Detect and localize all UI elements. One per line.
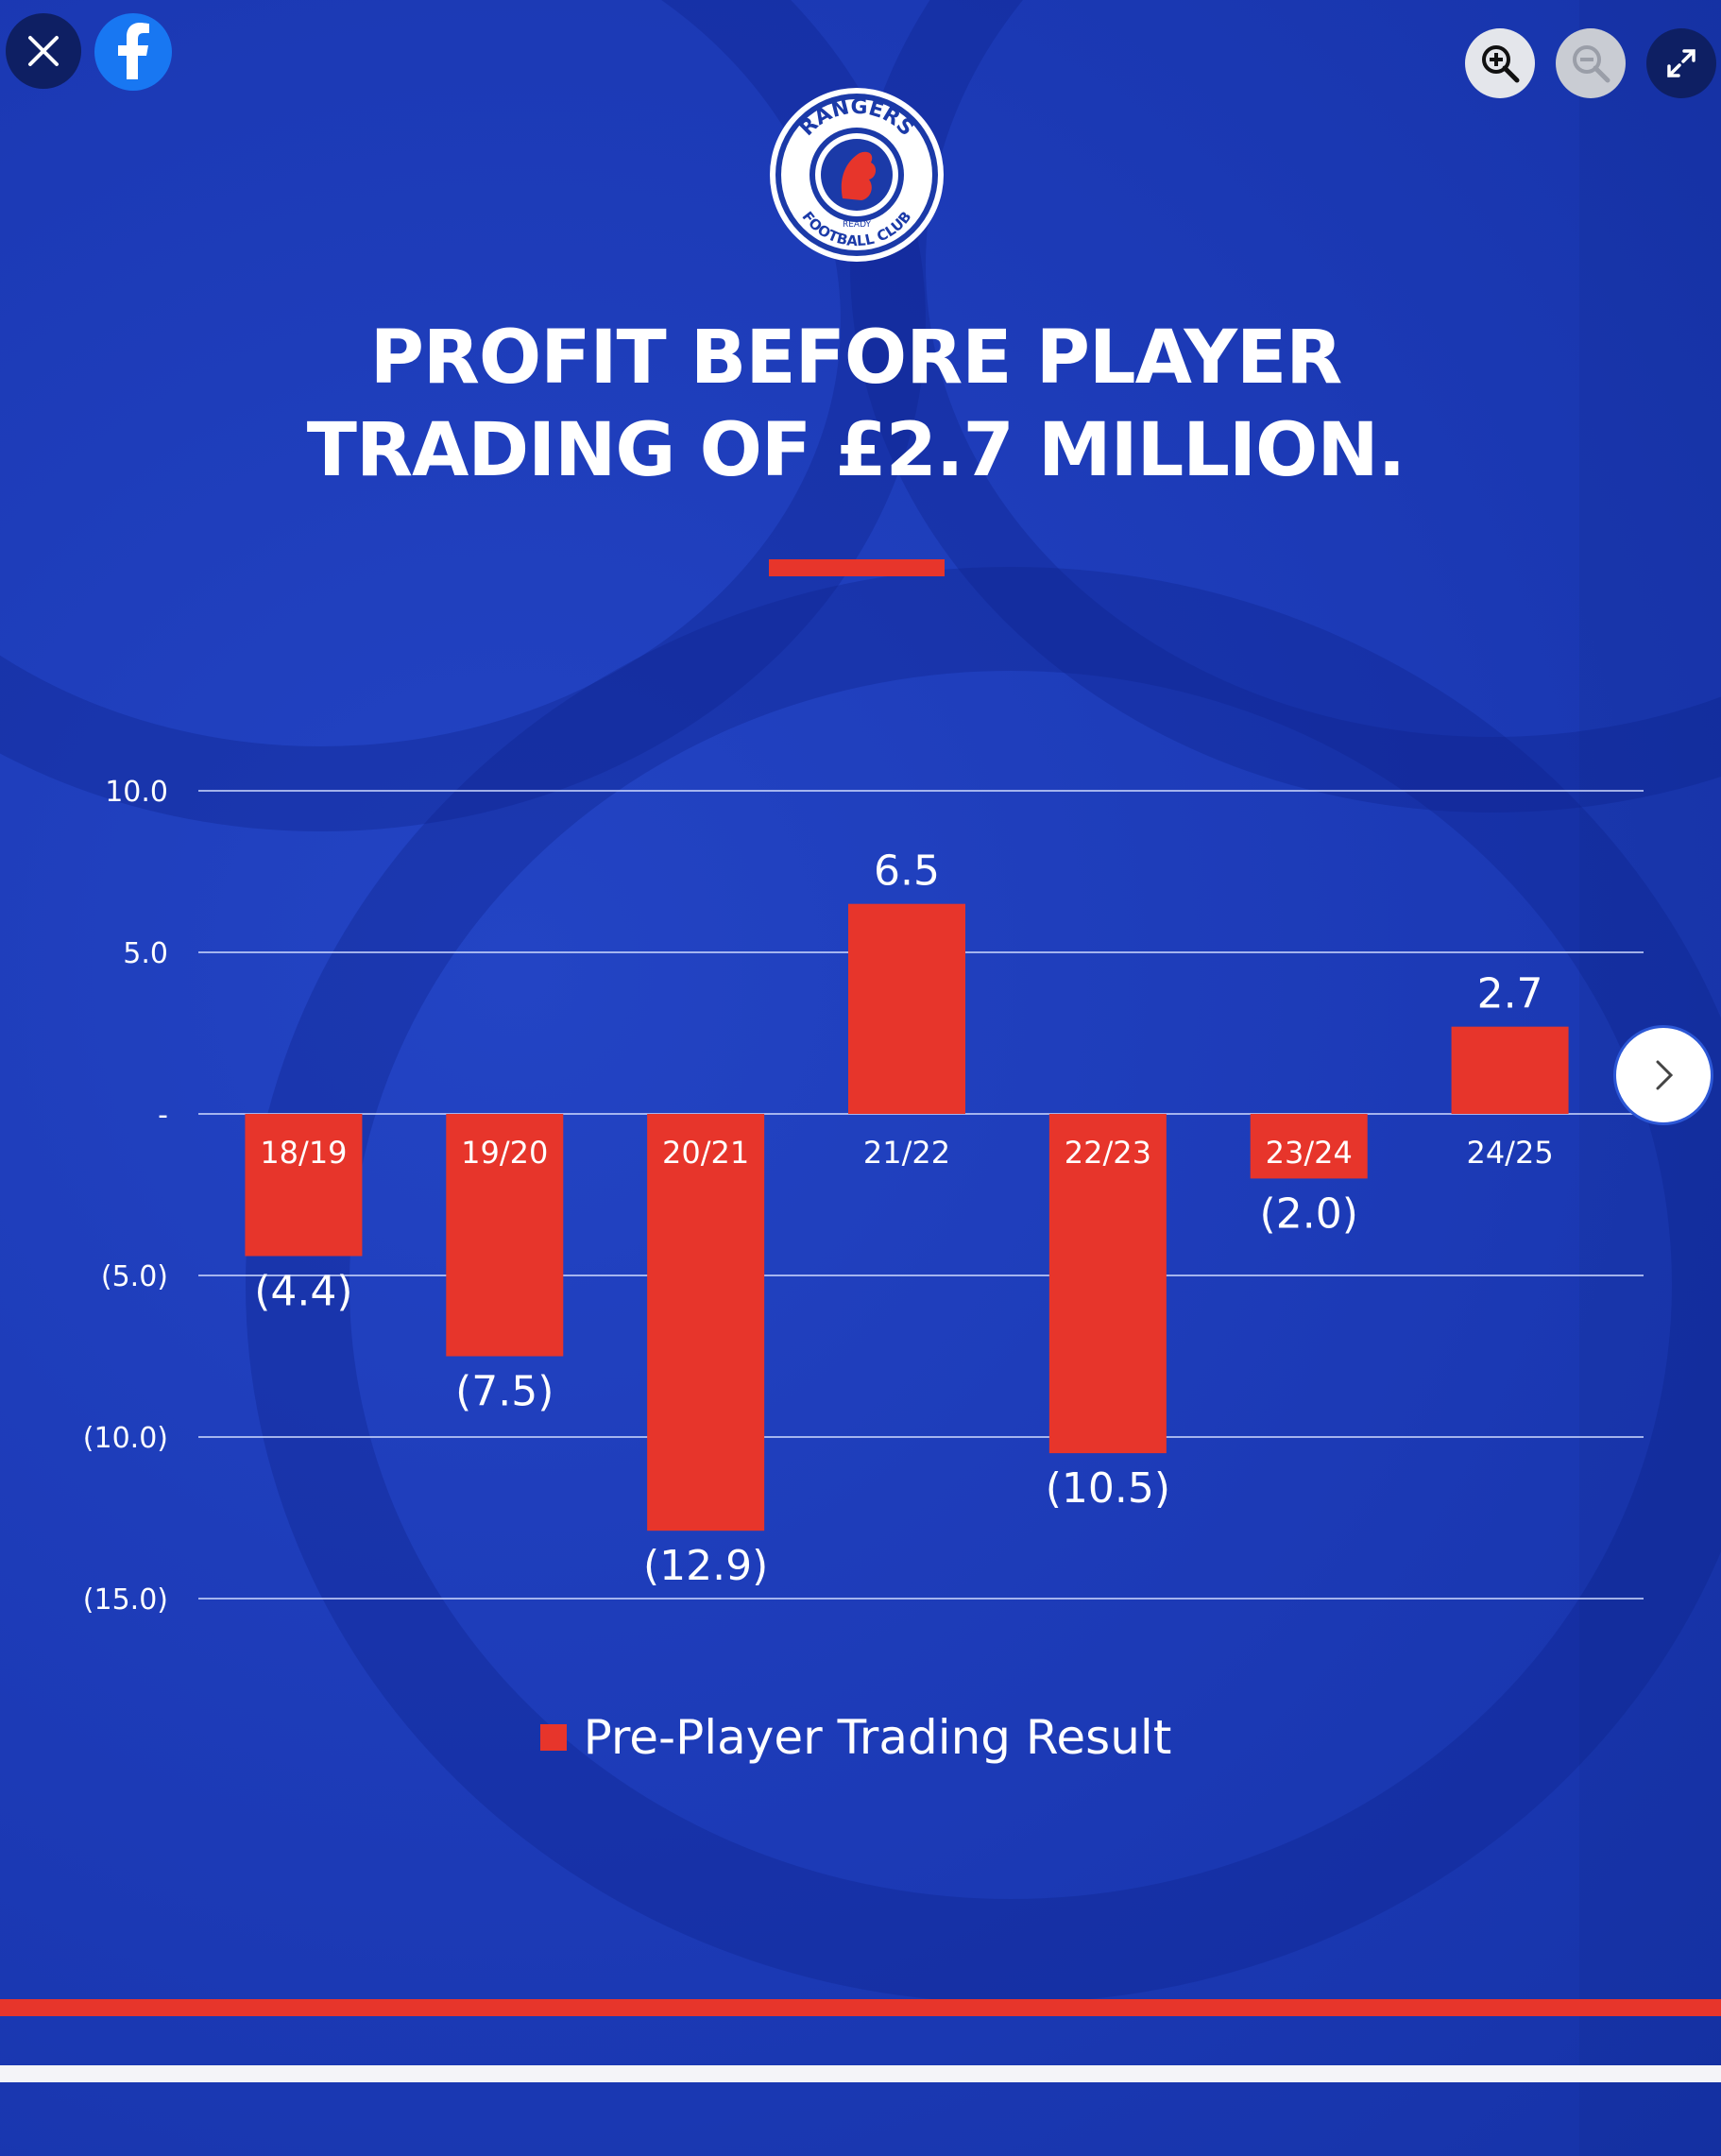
bar	[1048, 1114, 1167, 1454]
bar	[848, 903, 965, 1114]
x-category-label: 21/22	[863, 1135, 950, 1171]
x-category-label: 24/25	[1466, 1135, 1553, 1171]
chart-legend: Pre-Player Trading Result	[0, 1710, 1712, 1765]
logo-motto: READY	[843, 220, 872, 230]
data-label: 2.7	[1477, 970, 1543, 1018]
profit-bar-chart: 10.0 5.0 - (5.0) (10.0) (15.0) 18/19 (4.4) 19/20…	[83, 776, 1644, 1617]
title-line-2: TRADING OF £2.7 MILLION.	[306, 408, 1406, 493]
x-category-label: 18/19	[260, 1135, 347, 1171]
fullscreen-icon	[1667, 49, 1695, 77]
x-category-label: 20/21	[662, 1135, 749, 1171]
data-label: (4.4)	[254, 1267, 352, 1315]
y-tick-label: -	[158, 1099, 168, 1132]
zoom-in-icon	[1482, 45, 1520, 83]
close-icon	[28, 36, 59, 66]
y-tick-label: 5.0	[123, 937, 168, 970]
footer-red-stripe	[0, 1999, 1721, 2016]
title-line-1: PROFIT BEFORE PLAYER	[369, 316, 1343, 401]
data-label: (2.0)	[1260, 1189, 1358, 1238]
fullscreen-button[interactable]	[1646, 28, 1716, 98]
x-category-label: 23/24	[1266, 1135, 1353, 1171]
bar	[446, 1114, 564, 1357]
chevron-right-icon	[1656, 1060, 1674, 1090]
rangers-crest-logo: RANGERS FOOTBALL CLUB READY	[770, 88, 944, 262]
y-tick-label: 10.0	[105, 776, 168, 809]
zoom-out-button[interactable]	[1556, 28, 1626, 98]
zoom-in-button[interactable]	[1465, 28, 1535, 98]
facebook-button[interactable]	[94, 13, 172, 91]
legend-swatch	[539, 1724, 567, 1751]
facebook-icon	[118, 23, 149, 79]
title-underline	[769, 559, 945, 576]
x-category-label: 19/20	[461, 1135, 548, 1171]
bar	[245, 1114, 363, 1257]
bar	[647, 1114, 765, 1531]
data-label: 6.5	[874, 847, 940, 896]
next-image-button[interactable]	[1613, 1025, 1713, 1125]
post-title: PROFIT BEFORE PLAYER TRADING OF £2.7 MIL…	[0, 312, 1712, 497]
bar	[1250, 1114, 1368, 1179]
x-category-label: 22/23	[1065, 1135, 1151, 1171]
y-tick-label: (15.0)	[83, 1583, 168, 1617]
close-button[interactable]	[6, 13, 81, 89]
y-tick-label: (10.0)	[83, 1422, 168, 1455]
legend-label: Pre-Player Trading Result	[583, 1710, 1172, 1765]
bar	[1451, 1026, 1569, 1114]
zoom-out-icon	[1573, 45, 1610, 83]
data-label: (10.5)	[1046, 1464, 1170, 1513]
data-label: (7.5)	[455, 1368, 554, 1416]
y-tick-label: (5.0)	[101, 1260, 168, 1293]
footer-white-stripe	[0, 2065, 1721, 2082]
data-label: (12.9)	[643, 1542, 768, 1590]
